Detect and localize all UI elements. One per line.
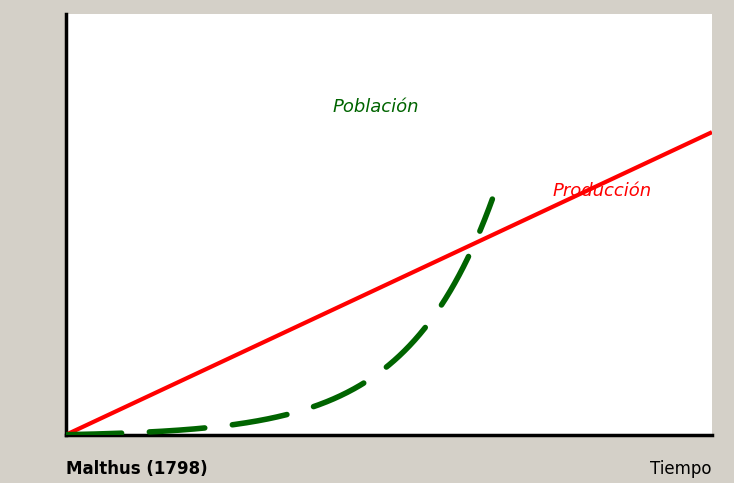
Text: Población: Población: [333, 98, 419, 116]
Text: Malthus (1798): Malthus (1798): [66, 460, 208, 478]
Text: Tiempo: Tiempo: [650, 460, 712, 478]
Text: Producción: Producción: [553, 182, 652, 200]
